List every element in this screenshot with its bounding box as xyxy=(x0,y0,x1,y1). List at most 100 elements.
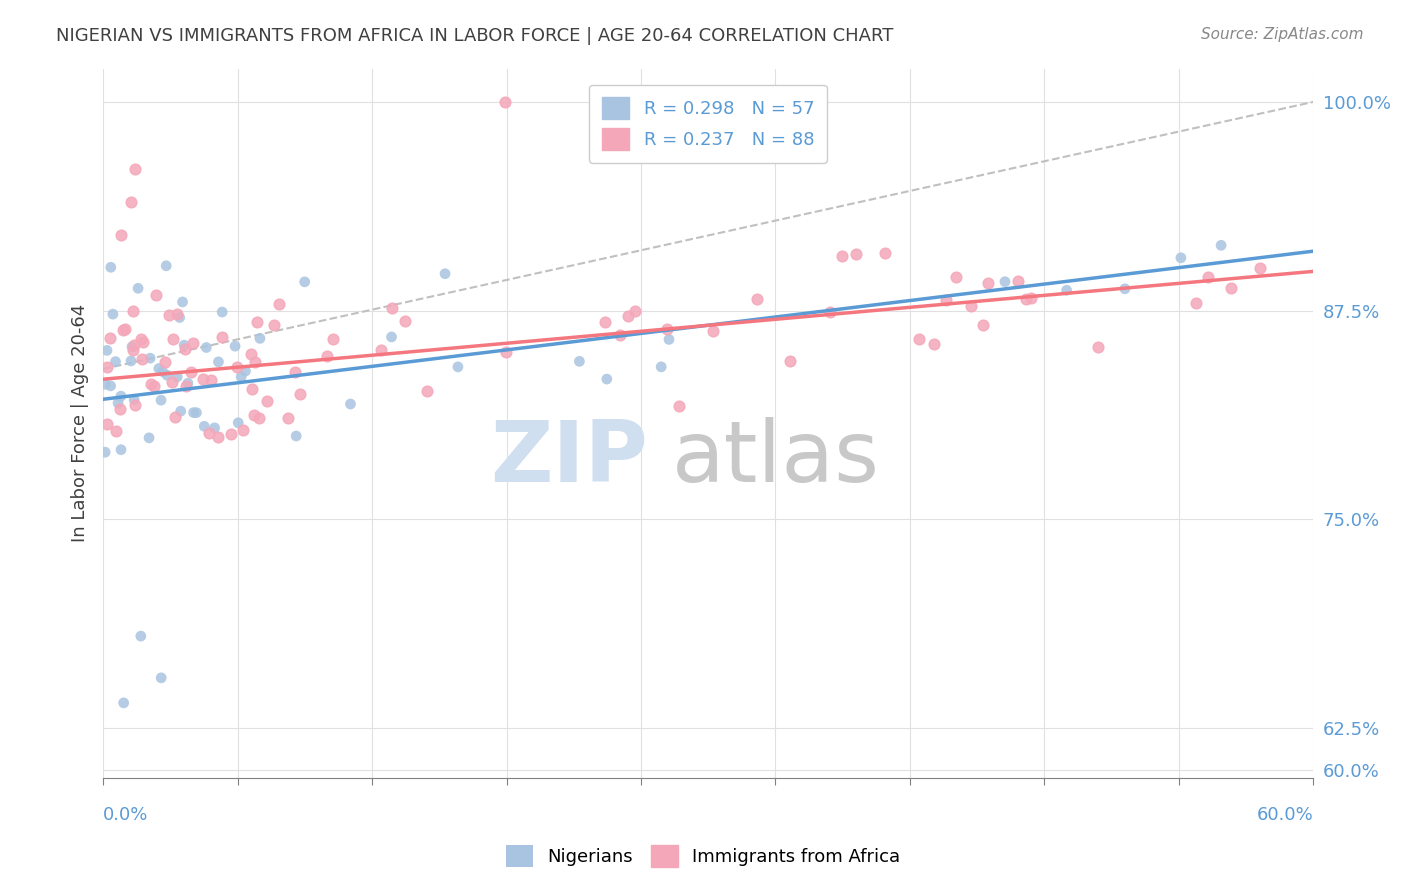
Point xyxy=(1087,340,1109,354)
Text: Source: ZipAtlas.com: Source: ZipAtlas.com xyxy=(1201,27,1364,42)
Legend: R = 0.298   N = 57, R = 0.237   N = 88: R = 0.298 N = 57, R = 0.237 N = 88 xyxy=(589,85,827,163)
Point xyxy=(207,430,229,444)
Point xyxy=(131,352,153,367)
Point xyxy=(593,314,616,328)
Point xyxy=(142,379,165,393)
Point xyxy=(200,373,222,387)
Point xyxy=(1197,269,1219,284)
Point xyxy=(132,334,155,349)
Point xyxy=(145,288,167,302)
Point xyxy=(162,332,184,346)
Point xyxy=(245,355,267,369)
Point xyxy=(94,377,117,392)
Text: ZIP: ZIP xyxy=(489,417,648,500)
Point xyxy=(240,347,263,361)
Point xyxy=(124,398,146,412)
Point xyxy=(779,353,801,368)
Point xyxy=(193,419,215,434)
Point xyxy=(157,308,180,322)
Point xyxy=(1170,251,1192,265)
Point xyxy=(339,397,361,411)
Point xyxy=(204,421,226,435)
Point xyxy=(232,423,254,437)
Point xyxy=(166,307,188,321)
Point xyxy=(1015,292,1038,306)
Point xyxy=(198,426,221,441)
Point xyxy=(170,404,193,418)
Point xyxy=(370,343,392,357)
Point xyxy=(110,228,132,243)
Point xyxy=(120,354,142,368)
Point xyxy=(160,376,183,390)
Point xyxy=(94,445,117,459)
Point xyxy=(193,813,215,827)
Point xyxy=(183,406,205,420)
Point xyxy=(96,343,118,358)
Point xyxy=(288,387,311,401)
Point xyxy=(616,309,638,323)
Point xyxy=(655,322,678,336)
Point xyxy=(155,259,177,273)
Point xyxy=(127,281,149,295)
Point xyxy=(650,359,672,374)
Point xyxy=(155,355,177,369)
Point xyxy=(380,330,402,344)
Point xyxy=(186,406,208,420)
Point xyxy=(110,389,132,403)
Point xyxy=(100,260,122,275)
Point xyxy=(211,305,233,319)
Point xyxy=(246,315,269,329)
Point xyxy=(138,431,160,445)
Point xyxy=(568,354,591,368)
Point xyxy=(249,331,271,345)
Point xyxy=(747,292,769,306)
Point xyxy=(935,293,957,307)
Point xyxy=(112,696,135,710)
Point xyxy=(173,338,195,352)
Point xyxy=(169,310,191,325)
Point xyxy=(269,297,291,311)
Point xyxy=(415,384,437,398)
Point xyxy=(150,393,173,408)
Point xyxy=(242,409,264,423)
Point xyxy=(207,355,229,369)
Point xyxy=(174,342,197,356)
Point xyxy=(96,417,118,431)
Point xyxy=(172,295,194,310)
Point xyxy=(1019,291,1042,305)
Point xyxy=(1219,281,1241,295)
Point xyxy=(284,365,307,379)
Point xyxy=(609,328,631,343)
Point xyxy=(434,267,457,281)
Point xyxy=(277,411,299,425)
Point xyxy=(256,394,278,409)
Point xyxy=(873,246,896,260)
Point xyxy=(1114,282,1136,296)
Point xyxy=(122,338,145,352)
Point xyxy=(316,349,339,363)
Point xyxy=(150,671,173,685)
Point xyxy=(191,372,214,386)
Point xyxy=(225,360,247,375)
Point xyxy=(1007,274,1029,288)
Point xyxy=(322,332,344,346)
Point xyxy=(922,336,945,351)
Point xyxy=(1211,238,1233,252)
Point xyxy=(845,247,868,261)
Point xyxy=(831,250,853,264)
Point xyxy=(139,351,162,366)
Point xyxy=(98,330,121,344)
Point xyxy=(110,402,132,417)
Point xyxy=(240,382,263,396)
Point xyxy=(224,339,246,353)
Point xyxy=(447,359,470,374)
Point xyxy=(1249,261,1271,276)
Point xyxy=(156,368,179,383)
Point xyxy=(104,425,127,439)
Legend: Nigerians, Immigrants from Africa: Nigerians, Immigrants from Africa xyxy=(498,838,908,874)
Point xyxy=(101,307,124,321)
Point xyxy=(120,195,142,210)
Point xyxy=(668,399,690,413)
Point xyxy=(381,301,404,315)
Point xyxy=(495,345,517,359)
